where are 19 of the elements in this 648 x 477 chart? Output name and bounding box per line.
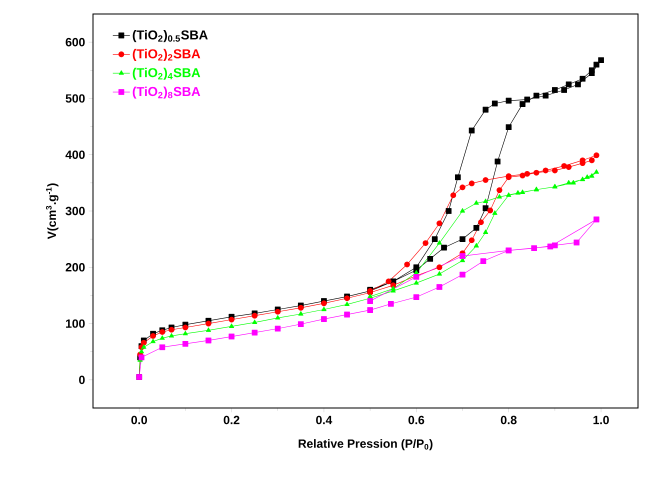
legend-label: (TiO$_{2}$)$_{0.5}$SBA <box>132 30 208 42</box>
y-tick-label: 100 <box>66 319 85 328</box>
y-tick-label: 400 <box>65 150 85 159</box>
legend-label: (TiO$_{2}$)$_{2}$SBA <box>132 48 200 61</box>
y-tick-label: 600 <box>66 38 85 46</box>
legend-label: (TiO$_{2}$)$_{4}$SBA <box>132 68 200 80</box>
y-tick-label: 0 <box>79 376 85 384</box>
x-tick-label: 0.2 <box>224 416 240 424</box>
x-tick-label: 1.0 <box>594 416 609 424</box>
y-tick-label: 200 <box>66 263 85 272</box>
y-tick-label: 500 <box>66 94 85 103</box>
x-axis-title: Relative Pression (P/P$_{0}$) <box>298 439 432 450</box>
x-tick-label: 0.6 <box>408 416 424 424</box>
x-tick-label: 0.4 <box>316 416 332 424</box>
x-tick-label: 0.0 <box>131 416 148 424</box>
y-tick-label: 300 <box>66 206 85 216</box>
legend-label: (TiO$_{2}$)$_{8}$SBA <box>132 86 200 99</box>
x-tick-label: 0.8 <box>500 416 517 424</box>
y-axis-title: V(cm$^{3}$.g$^{-1}$) <box>46 183 58 240</box>
